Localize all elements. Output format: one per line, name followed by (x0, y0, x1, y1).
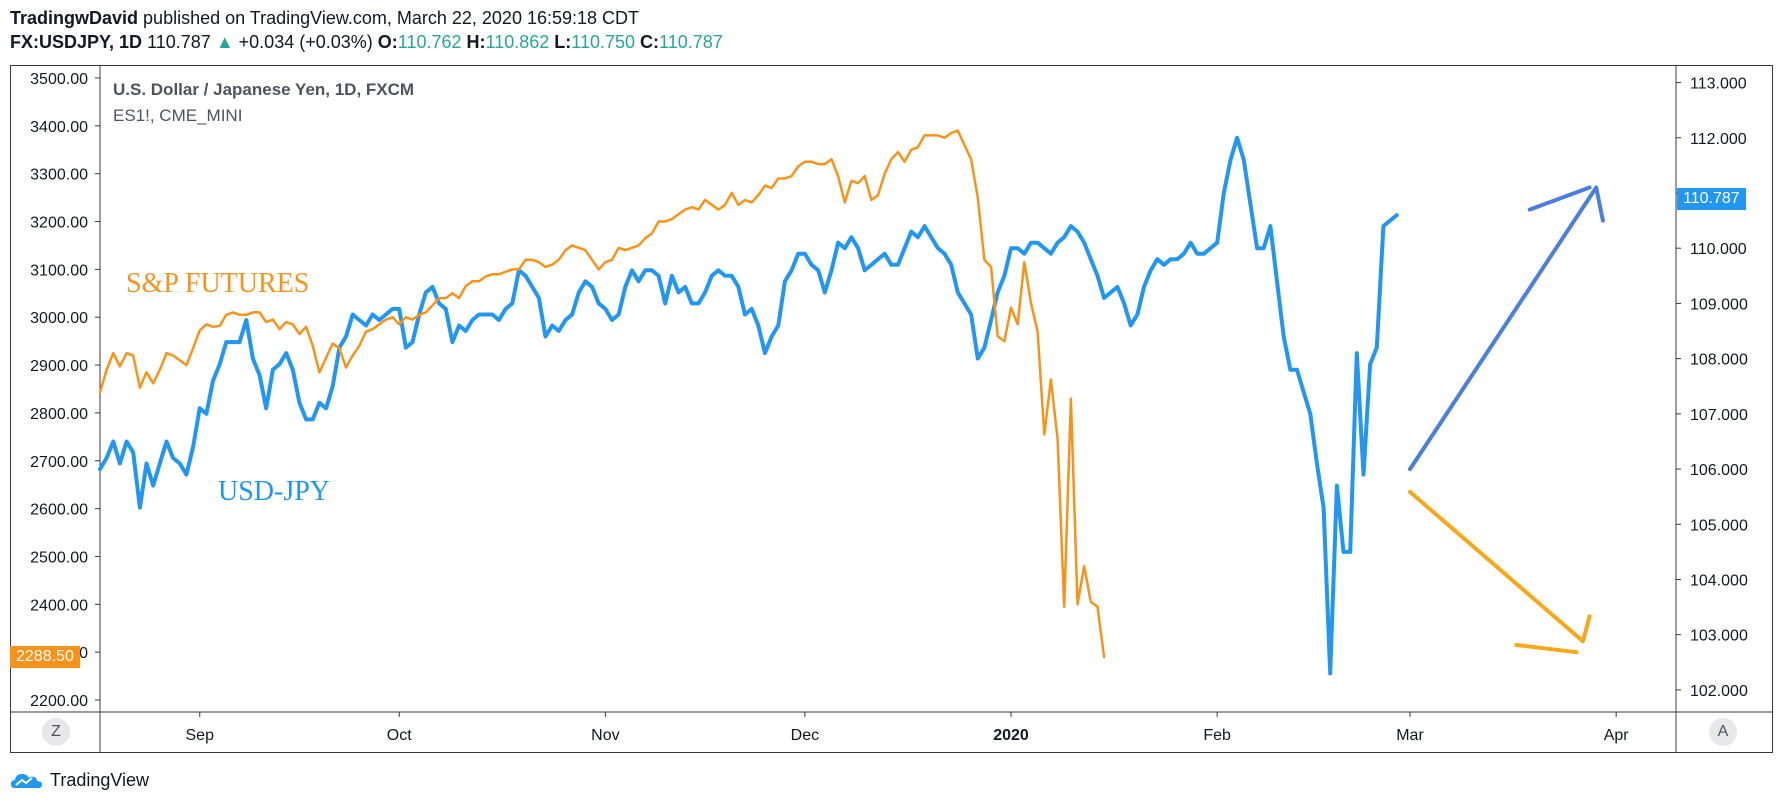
high-label: H: (466, 32, 486, 52)
x-tick-label: Apr (1604, 727, 1630, 744)
left-tick-label: 2700.00 (30, 454, 88, 471)
x-tick-label: Nov (591, 727, 619, 744)
right-tick-label: 109.000 (1690, 296, 1748, 313)
down-arrow-head (1514, 643, 1579, 655)
low-value: 110.750 (571, 32, 636, 52)
annotation-usd-jpy: USD-JPY (218, 476, 331, 507)
x-tick-label: Mar (1396, 727, 1424, 744)
left-tick-label: 2200.00 (30, 693, 88, 710)
left-tick-label: 3400.00 (30, 119, 88, 136)
footer: TradingView (10, 770, 149, 791)
low-label: L: (554, 32, 572, 52)
author[interactable]: TradingwDavid (10, 8, 139, 28)
right-last-price-tag: 110.787 (1677, 188, 1746, 210)
left-tick-label: 3500.00 (30, 71, 88, 88)
close-label: C: (640, 32, 660, 52)
header-line-1: TradingwDavid published on TradingView.c… (10, 6, 723, 30)
close-value: 110.787 (659, 32, 723, 52)
left-scale-button[interactable]: Z (42, 718, 70, 746)
open-value: 110.762 (397, 32, 462, 52)
symbol: FX:USDJPY, 1D (10, 32, 143, 52)
left-tick-label: 2800.00 (30, 406, 88, 423)
right-tick-label: 107.000 (1690, 407, 1748, 424)
down-arrow-shaft (1408, 489, 1592, 644)
up-arrow-shaft (1408, 185, 1605, 472)
right-tick-label: 103.000 (1690, 628, 1748, 645)
right-tick-label: 102.000 (1690, 683, 1748, 700)
right-tick-label: 106.000 (1690, 462, 1748, 479)
left-tick-label: 2900.00 (30, 358, 88, 375)
up-arrow-head (1527, 185, 1592, 212)
x-tick-label: Dec (791, 727, 819, 744)
left-tick-label: 2600.00 (30, 502, 88, 519)
left-tick-label: 3100.00 (30, 262, 88, 279)
right-tick-label: 110.000 (1690, 241, 1747, 258)
high-value: 110.862 (485, 32, 550, 52)
compare-series-title: ES1!, CME_MINI (113, 106, 243, 125)
right-tick-label: 104.000 (1690, 572, 1748, 589)
chart-frame[interactable] (10, 65, 1773, 753)
sp-futures-series-line (98, 129, 1106, 659)
left-tick-label: 2400.00 (30, 597, 88, 614)
left-tick-label: 3000.00 (30, 310, 88, 327)
last-price: 110.787 (147, 32, 211, 52)
footer-brand[interactable]: TradingView (50, 770, 150, 790)
header-line-2: FX:USDJPY, 1D 110.787 ▲ +0.034 (+0.03%) … (10, 30, 723, 54)
annotation-sp-futures: S&P FUTURES (126, 268, 310, 299)
left-tick-label: 2500.00 (30, 549, 88, 566)
published-text: published on TradingView.com, March 22, … (143, 8, 640, 28)
right-tick-label: 112.000 (1690, 131, 1747, 148)
right-scale-button[interactable]: A (1709, 718, 1737, 746)
x-tick-label: Oct (387, 727, 412, 744)
x-tick-label: Feb (1203, 727, 1231, 744)
tradingview-logo-icon (11, 773, 42, 788)
open-label: O: (377, 32, 398, 52)
right-tick-label: 113.000 (1690, 76, 1747, 93)
x-tick-label: Sep (186, 727, 215, 744)
up-triangle-icon: ▲ (215, 32, 234, 52)
left-last-price-tag: 2288.50 (10, 646, 80, 668)
change: +0.034 (+0.03%) (238, 32, 373, 52)
left-tick-label: 3200.00 (30, 215, 88, 232)
main-series-title: U.S. Dollar / Japanese Yen, 1D, FXCM (113, 80, 415, 99)
right-tick-label: 108.000 (1690, 352, 1748, 369)
x-tick-label: 2020 (993, 727, 1029, 744)
header: TradingwDavid published on TradingView.c… (10, 6, 723, 54)
usdjpy-series-line (98, 135, 1399, 676)
right-tick-label: 105.000 (1690, 517, 1748, 534)
left-tick-label: 3300.00 (30, 167, 88, 184)
